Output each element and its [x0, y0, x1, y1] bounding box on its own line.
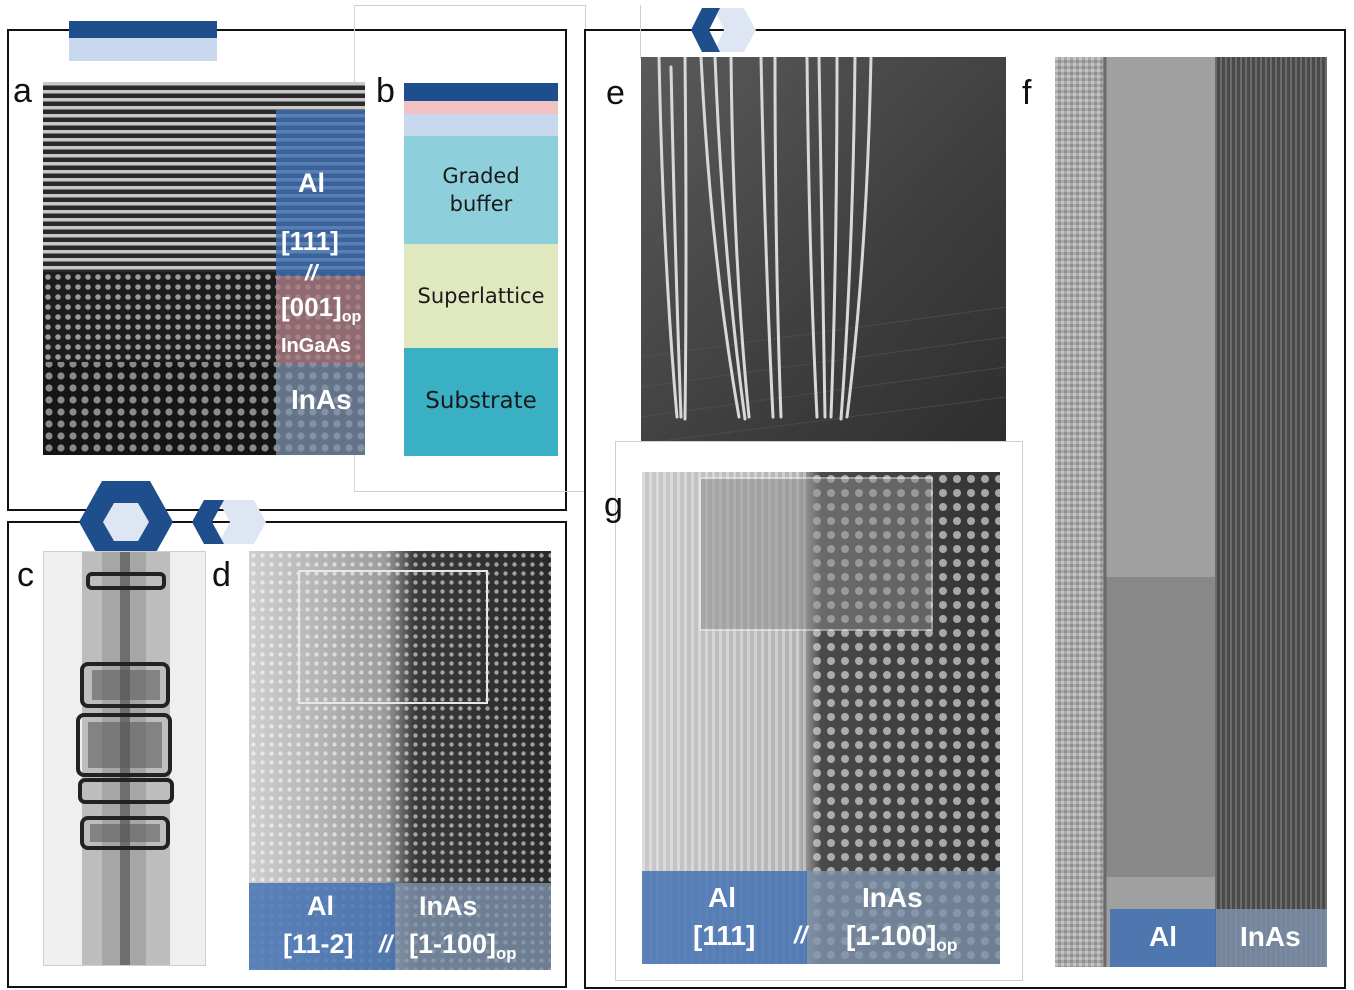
label-parallel: //	[305, 260, 318, 285]
label-parallel: //	[379, 931, 393, 958]
label-inas: InAs	[1240, 921, 1301, 952]
layer-substrate: Substrate	[404, 348, 558, 456]
panel-label-b: b	[376, 72, 395, 110]
panel-f-tem-image: Al InAs	[1055, 57, 1327, 967]
nanowire-tem-image	[76, 552, 174, 965]
frame-ab	[7, 29, 567, 511]
al-overlay	[249, 883, 395, 970]
panel-c-nanowire-image	[43, 551, 206, 966]
label-dir-111: [111]	[281, 226, 339, 256]
inas-overlay	[1216, 909, 1327, 967]
layer-light-blue	[404, 114, 558, 136]
inas-overlay	[276, 364, 365, 455]
frame-e-marker	[640, 5, 641, 59]
top-layer-navy	[404, 83, 558, 101]
label-al: Al	[708, 882, 736, 913]
panel-label-g: g	[604, 486, 623, 524]
panel-label-a: a	[13, 72, 32, 110]
layer-stack-icon	[69, 21, 217, 61]
panel-label-e: e	[606, 74, 625, 112]
label-al-direction: [111]	[693, 920, 756, 951]
panel-b-layer-stack: Graded buffer Superlattice Substrate	[404, 83, 558, 456]
frame-efg	[584, 29, 1346, 989]
al-overlay	[276, 110, 365, 276]
al-overlay	[1110, 909, 1216, 967]
label-al: Al	[307, 891, 334, 921]
panel-label-c: c	[17, 556, 34, 594]
al-inas-interface-image	[1055, 57, 1327, 967]
frame-cd	[7, 521, 567, 988]
panel-e-sem-image	[641, 57, 1006, 441]
layer-pink	[404, 101, 558, 114]
ingaas-overlay	[276, 276, 365, 364]
chevron-hex-icon	[691, 8, 756, 52]
label-parallel: //	[794, 922, 808, 949]
label-ingaas: InGaAs	[281, 335, 352, 357]
label-dir-001: [001]op	[281, 292, 362, 326]
layer-superlattice: Superlattice	[404, 244, 558, 348]
nanowire-sem-image	[641, 57, 1006, 441]
label-al-direction: [11-2]	[283, 929, 354, 959]
inas-overlay	[807, 871, 1000, 964]
panel-label-f: f	[1022, 74, 1032, 112]
label-al: Al	[1149, 921, 1177, 952]
label-inas: InAs	[419, 891, 478, 921]
inas-overlay	[395, 883, 551, 970]
panel-a-tem-image: Al [111] // [001]op InGaAs InAs	[43, 82, 365, 455]
label-inas-direction: [1-100]op	[846, 920, 958, 956]
layer-graded-buffer: Graded buffer	[404, 136, 558, 244]
hexagon-icon	[79, 481, 173, 563]
panel-label-d: d	[212, 556, 231, 594]
label-inas-direction: [1-100]op	[409, 929, 517, 963]
al-overlay	[642, 871, 807, 964]
label-al: Al	[298, 168, 325, 198]
panel-d-haadf-image: Al [11-2] // InAs [1-100]op	[249, 551, 551, 970]
frame-g-outline	[615, 441, 1023, 981]
label-inas: InAs	[862, 882, 923, 913]
label-inas: InAs	[291, 384, 352, 415]
panel-g-haadf-image: Al [111] // InAs [1-100]op	[642, 472, 1000, 964]
chevron-hex-icon	[192, 500, 266, 544]
